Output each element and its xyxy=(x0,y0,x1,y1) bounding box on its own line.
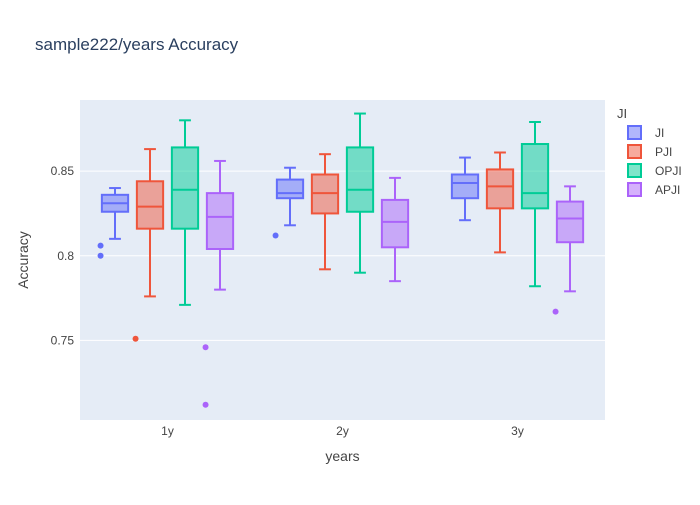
y-tick-label: 0.75 xyxy=(51,333,75,347)
legend-item-ji[interactable]: JI xyxy=(627,125,664,140)
box-APJI-2y xyxy=(380,176,410,283)
box-iqr xyxy=(520,143,550,210)
legend-title: JI xyxy=(617,106,627,121)
outlier-point xyxy=(97,242,104,249)
legend[interactable]: JI JI PJI OPJI APJI xyxy=(617,106,682,197)
box-JI-2y xyxy=(272,166,305,239)
box-PJI-3y xyxy=(485,151,515,254)
legend-swatch xyxy=(627,163,642,178)
x-tick-label: 3y xyxy=(511,424,524,438)
y-tick-label: 0.85 xyxy=(51,164,75,178)
box-iqr xyxy=(275,178,305,200)
x-tick-label: 1y xyxy=(161,424,174,438)
legend-label: APJI xyxy=(655,183,680,197)
box-iqr xyxy=(450,173,480,200)
legend-label: OPJI xyxy=(655,164,682,178)
box-APJI-1y xyxy=(202,159,235,408)
box-OPJI-3y xyxy=(520,121,550,288)
legend-item-apji[interactable]: APJI xyxy=(627,182,680,197)
legend-item-opji[interactable]: OPJI xyxy=(627,163,682,178)
box-iqr xyxy=(205,192,235,250)
box-PJI-2y xyxy=(310,153,340,271)
x-axis-title: years xyxy=(325,448,359,464)
y-axis: 0.75 0.8 0.85 xyxy=(51,164,75,347)
box-OPJI-2y xyxy=(345,112,375,274)
box-iqr xyxy=(555,200,585,244)
box-APJI-3y xyxy=(552,185,585,315)
legend-label: JI xyxy=(655,126,664,140)
outlier-point xyxy=(272,232,279,239)
outlier-point xyxy=(132,335,139,342)
outlier-point xyxy=(202,401,209,408)
box-JI-1y xyxy=(97,187,130,259)
box-PJI-1y xyxy=(132,148,165,342)
gridlines xyxy=(80,170,605,341)
boxes-layer xyxy=(97,112,585,408)
box-JI-3y xyxy=(450,156,480,222)
legend-swatch xyxy=(627,182,642,197)
box-iqr xyxy=(380,198,410,249)
box-iqr xyxy=(135,180,165,230)
chart-title: sample222/years Accuracy xyxy=(35,35,239,54)
box-iqr xyxy=(345,146,375,213)
box-iqr xyxy=(170,146,200,230)
x-axis: 1y 2y 3y xyxy=(161,424,524,438)
y-axis-title: Accuracy xyxy=(15,231,31,289)
box-OPJI-1y xyxy=(170,119,200,306)
outlier-point xyxy=(552,308,559,315)
x-tick-label: 2y xyxy=(336,424,349,438)
outlier-point xyxy=(202,344,209,351)
box-iqr xyxy=(485,168,515,210)
plot-area xyxy=(80,100,605,420)
legend-label: PJI xyxy=(655,145,672,159)
legend-swatch xyxy=(627,125,642,140)
outlier-point xyxy=(97,252,104,259)
legend-swatch xyxy=(627,144,642,159)
legend-item-pji[interactable]: PJI xyxy=(627,144,672,159)
y-tick-label: 0.8 xyxy=(57,249,74,263)
